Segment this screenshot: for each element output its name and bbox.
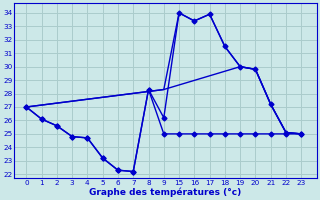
X-axis label: Graphe des températures (°c): Graphe des températures (°c) (89, 187, 242, 197)
